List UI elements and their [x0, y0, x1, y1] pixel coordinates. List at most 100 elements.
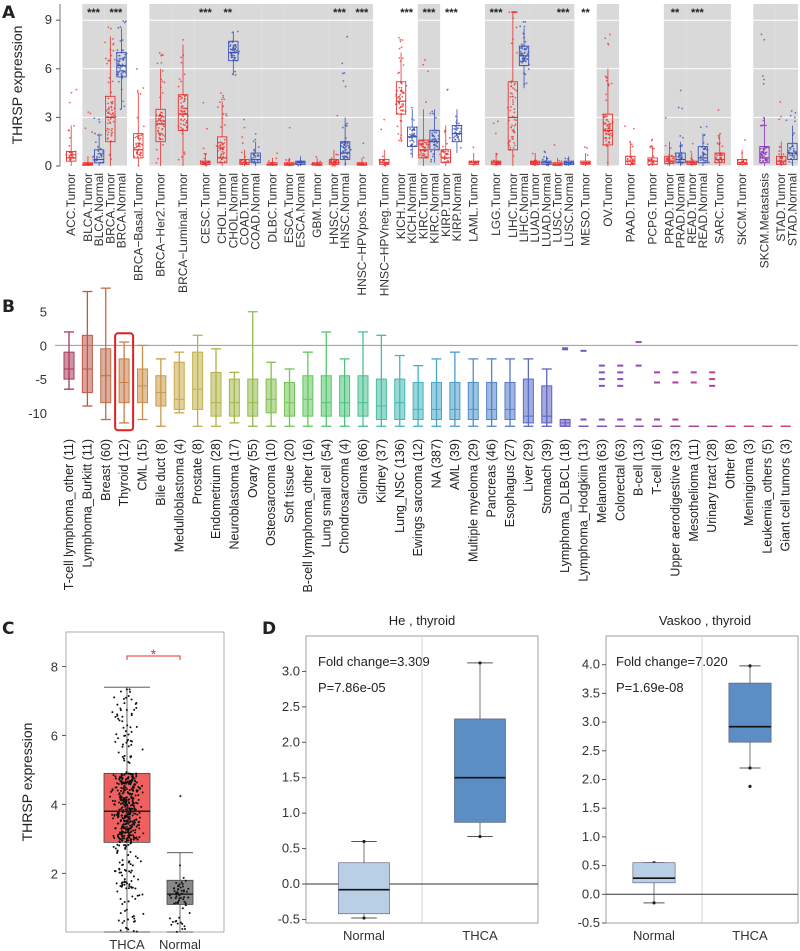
- b-category-label: Medulloblastoma (4): [172, 439, 186, 552]
- a-point: [520, 43, 523, 46]
- c-point: [119, 897, 122, 900]
- a-point: [123, 105, 126, 108]
- c-point: [133, 777, 136, 780]
- a-point: [68, 158, 71, 161]
- c-significance-bracket: [126, 655, 181, 660]
- b-dot: [672, 418, 679, 421]
- a-point: [254, 132, 257, 135]
- a-point: [523, 25, 526, 28]
- c-point: [127, 801, 130, 804]
- a-point: [703, 159, 705, 162]
- a-point: [794, 120, 796, 123]
- a-point: [412, 134, 415, 137]
- a-point: [651, 158, 653, 160]
- a-point: [120, 69, 123, 72]
- a-box: [250, 152, 261, 164]
- a-point: [180, 118, 183, 121]
- a-point: [111, 109, 113, 111]
- a-point: [157, 130, 160, 133]
- a-significance-mark: **: [581, 7, 590, 19]
- c-point: [124, 909, 127, 912]
- b-category-label: B-cell lymphoma_other (16): [301, 439, 315, 593]
- a-point: [677, 156, 680, 159]
- a-point: [717, 137, 720, 140]
- c-point: [181, 907, 184, 910]
- c-point: [183, 927, 186, 930]
- a-point: [139, 154, 142, 157]
- c-point: [121, 874, 124, 877]
- c-point: [131, 814, 134, 817]
- b-box: [522, 378, 534, 424]
- c-point: [124, 840, 127, 843]
- b-category-label: Ovary (55): [246, 439, 260, 498]
- a-box: [507, 81, 519, 151]
- a-point: [558, 159, 561, 162]
- a-box: [93, 149, 105, 164]
- a-point: [362, 156, 365, 159]
- c-point: [117, 717, 120, 720]
- c-point: [134, 794, 137, 797]
- a-point: [397, 132, 400, 135]
- a-point: [138, 153, 140, 156]
- a-point: [341, 155, 344, 158]
- a-point: [140, 143, 143, 146]
- c-point: [129, 755, 132, 758]
- a-point: [458, 122, 460, 125]
- a-point: [223, 98, 226, 101]
- panel-label-b: B: [2, 297, 15, 317]
- a-box: [116, 52, 127, 78]
- b-category-label: Colorectal (63): [613, 439, 627, 521]
- a-point: [668, 156, 671, 159]
- a-point: [160, 111, 162, 114]
- c-point: [141, 784, 144, 787]
- b-dot: [598, 378, 605, 381]
- a-category-label: ESCA.Normal: [293, 173, 307, 248]
- a-category-label: DLBC.Tumor: [265, 173, 279, 243]
- a-point: [511, 93, 514, 95]
- c-point: [135, 775, 138, 778]
- c-point: [112, 845, 115, 848]
- b-box: [486, 381, 498, 421]
- a-point: [346, 35, 348, 38]
- a-point: [345, 156, 348, 159]
- a-point: [157, 117, 160, 120]
- a-point: [181, 96, 184, 99]
- a-point: [319, 160, 322, 163]
- c-point: [176, 922, 179, 925]
- a-point: [161, 138, 164, 141]
- a-point: [203, 157, 206, 160]
- c-point: [121, 745, 124, 748]
- a-point: [422, 146, 425, 149]
- b-category-label: Leukemia_others (5): [760, 439, 774, 554]
- a-category-label: LAML.Tumor: [467, 173, 481, 242]
- a-pair-shade: [686, 4, 709, 166]
- c-point: [130, 804, 133, 807]
- a-point: [715, 156, 717, 159]
- a-y-axis-label: THRSP expression: [9, 26, 25, 145]
- c-point: [122, 757, 125, 760]
- c-point: [136, 802, 139, 805]
- a-point: [418, 154, 421, 156]
- a-point: [183, 97, 186, 100]
- d-y-tick-label: -0.5: [278, 911, 300, 926]
- a-point: [343, 72, 346, 74]
- a-point: [402, 103, 405, 106]
- b-dot: [598, 384, 605, 387]
- a-point: [181, 105, 184, 107]
- a-point: [411, 139, 413, 142]
- a-point: [515, 26, 518, 29]
- a-point: [516, 51, 518, 54]
- a-point: [142, 87, 145, 89]
- a-point: [70, 153, 73, 155]
- b-category-label: Lymphoma_DLBCL (18): [558, 439, 572, 573]
- a-point: [159, 132, 162, 135]
- c-point: [119, 929, 122, 932]
- a-point: [349, 148, 352, 151]
- a-point: [110, 134, 113, 137]
- c-point: [120, 808, 123, 811]
- a-point: [760, 33, 763, 36]
- c-point: [134, 812, 137, 815]
- c-point: [121, 755, 124, 758]
- b-dot: [617, 378, 624, 381]
- d-y-tick-label: 4.0: [582, 657, 600, 672]
